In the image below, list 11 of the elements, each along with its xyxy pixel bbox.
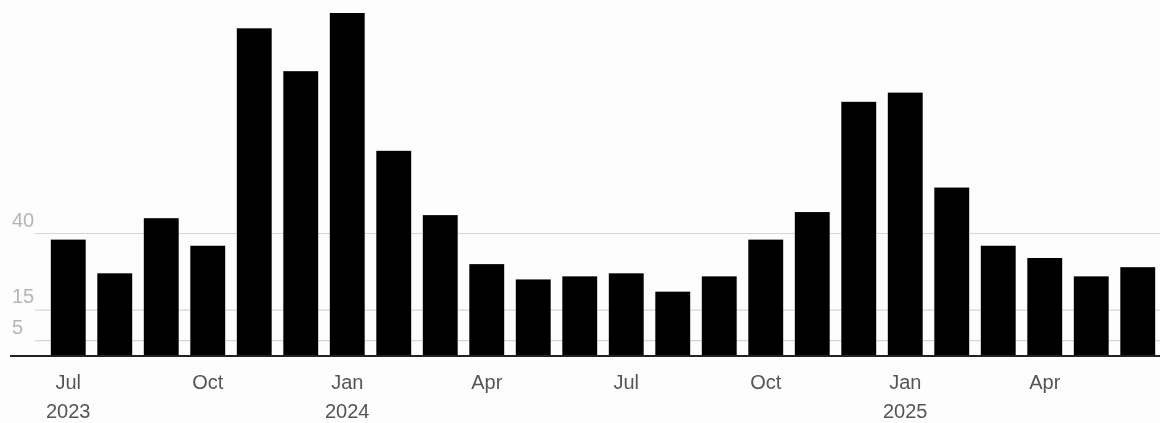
- x-tick-label: Jan 2025: [883, 371, 928, 422]
- x-tick-label: Oct: [192, 371, 224, 393]
- x-tick-label: Apr: [471, 371, 503, 393]
- x-tick-label: Jul 2023: [46, 371, 91, 422]
- y-tick-label: 40: [12, 208, 35, 231]
- x-tick-label: Jul: [613, 371, 640, 393]
- y-tick-label: 5: [12, 315, 24, 338]
- x-tick-label: Apr: [1029, 371, 1061, 393]
- x-tick-label: Jan 2024: [325, 371, 370, 422]
- x-tick-label: Oct: [750, 371, 782, 393]
- y-tick-label: 15: [12, 285, 35, 308]
